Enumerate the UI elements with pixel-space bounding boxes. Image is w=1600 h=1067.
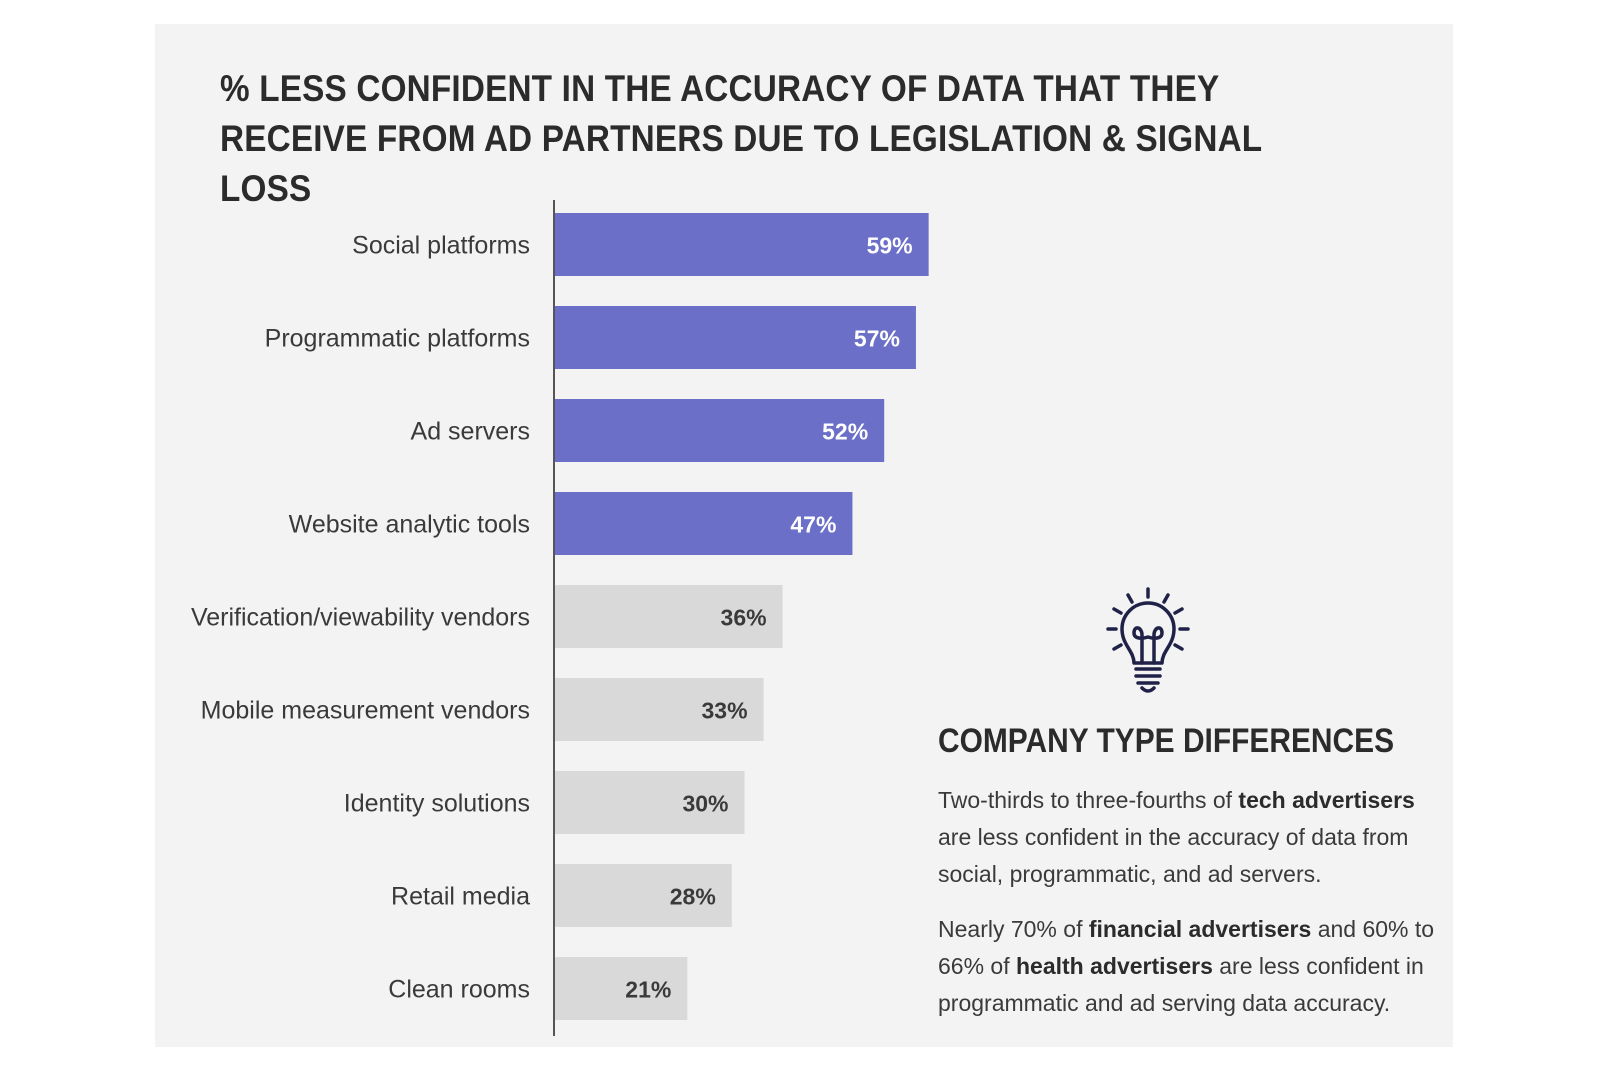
value-label-1: 57%: [854, 326, 900, 352]
category-label-2: Ad servers: [411, 418, 530, 446]
bar-7: [554, 864, 732, 927]
category-label-0: Social platforms: [352, 232, 530, 260]
value-label-5: 33%: [702, 698, 748, 724]
category-label-1: Programmatic platforms: [265, 325, 530, 353]
chart-title: % LESS CONFIDENT IN THE ACCURACY OF DATA…: [220, 64, 1300, 214]
bar-8: [554, 957, 688, 1020]
bar-3: [554, 492, 853, 555]
chart-title-line-1: % LESS CONFIDENT IN THE ACCURACY OF DATA…: [220, 68, 1220, 109]
bar-2: [554, 399, 885, 462]
sidebar-p2-text-1: Nearly 70% of: [938, 916, 1089, 942]
category-label-3: Website analytic tools: [289, 511, 530, 539]
value-label-2: 52%: [822, 419, 868, 445]
bar-4: [554, 585, 783, 648]
category-label-7: Retail media: [391, 883, 530, 911]
category-label-6: Identity solutions: [344, 790, 530, 818]
bar-0: [554, 213, 929, 276]
sidebar-p1-text-2: are less confident in the accuracy of da…: [938, 824, 1409, 887]
value-label-6: 30%: [682, 791, 728, 817]
category-label-8: Clean rooms: [388, 976, 530, 1004]
category-label-5: Mobile measurement vendors: [201, 697, 530, 725]
sidebar-p2-text-2: and 60% to 66% of: [938, 916, 1435, 979]
value-label-3: 47%: [790, 512, 836, 538]
bar-6: [554, 771, 745, 834]
category-label-4: Verification/viewability vendors: [191, 604, 530, 632]
bar-5: [554, 678, 764, 741]
value-label-4: 36%: [721, 605, 767, 631]
sidebar-p2-text-3: are less confident in programmatic and a…: [938, 953, 1424, 1016]
sidebar-p1-bold-1: tech advertisers: [1238, 787, 1415, 813]
sidebar-heading: COMPANY TYPE DIFFERENCES: [938, 722, 1395, 760]
sidebar-paragraph-2: Nearly 70% of financial advertisers and …: [938, 911, 1438, 1022]
sidebar-paragraph-1: Two-thirds to three-fourths of tech adve…: [938, 782, 1438, 893]
sidebar-p1-text-1: Two-thirds to three-fourths of: [938, 787, 1239, 813]
value-label-8: 21%: [625, 977, 671, 1003]
value-label-0: 59%: [867, 233, 913, 259]
chart-title-line-2: RECEIVE FROM AD PARTNERS DUE TO LEGISLAT…: [220, 118, 1262, 209]
sidebar-p2-bold-1: financial advertisers: [1088, 916, 1312, 942]
bar-1: [554, 306, 916, 369]
lightbulb-icon: [1106, 587, 1190, 693]
sidebar-p2-bold-2: health advertisers: [1016, 953, 1213, 979]
value-label-7: 28%: [670, 884, 716, 910]
